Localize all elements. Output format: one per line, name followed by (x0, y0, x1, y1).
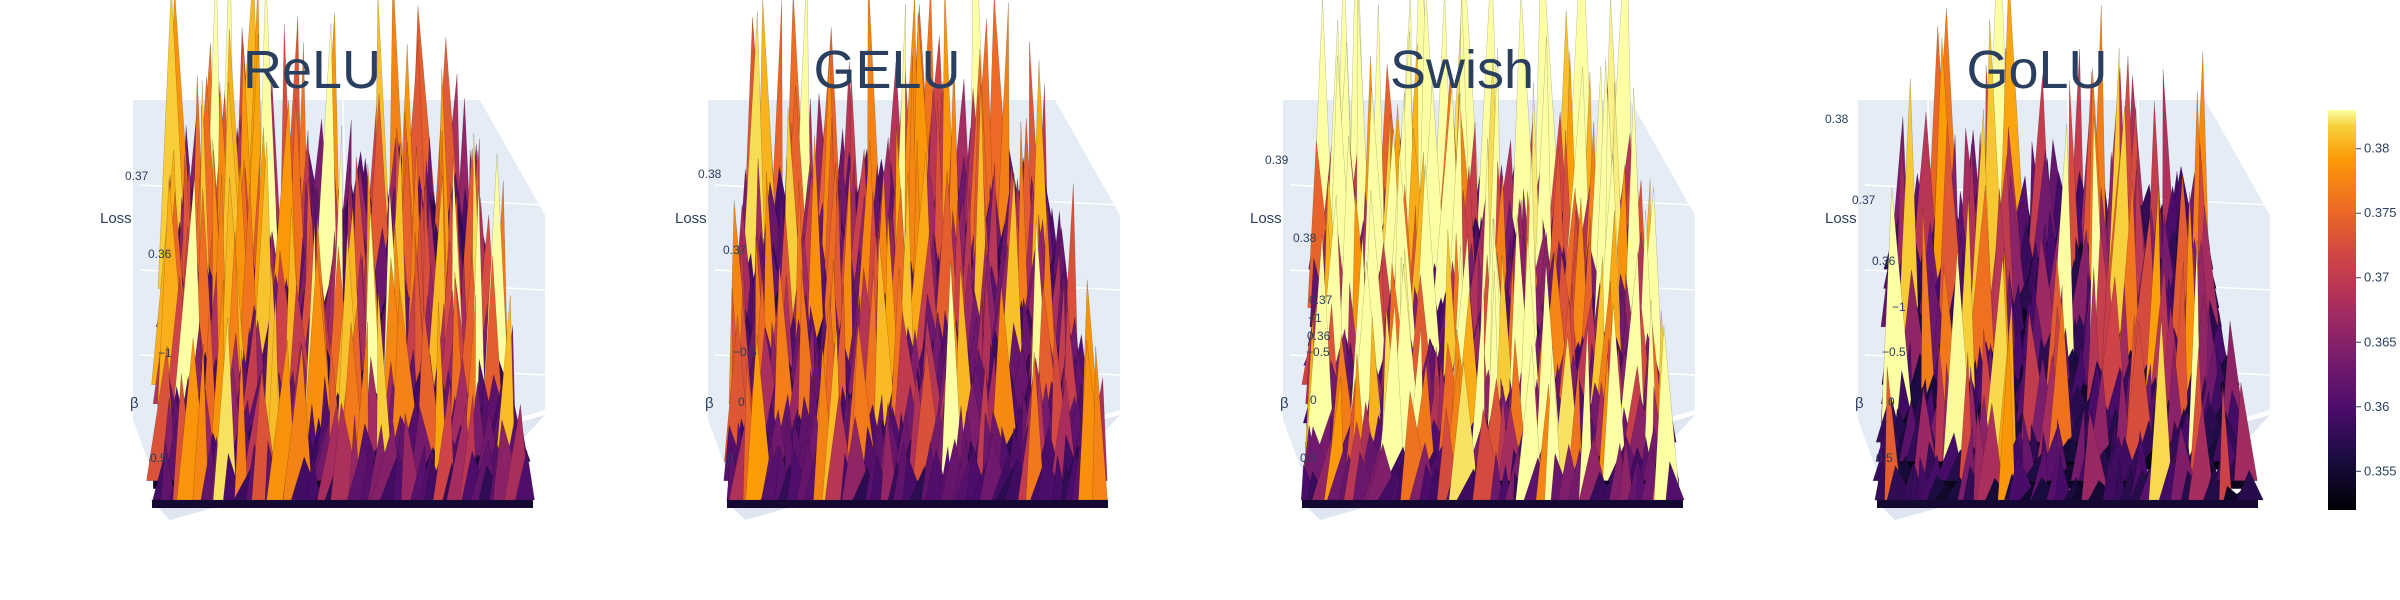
subplot-title: Swish (1390, 40, 1534, 100)
y-tick-label: 0 (738, 395, 745, 409)
y-axis-label: β (1855, 395, 1864, 412)
subplot-title: ReLU (243, 40, 381, 100)
y-tick-label: 0.5 (1876, 451, 1893, 465)
z-axis-label: Loss (100, 210, 132, 227)
z-tick-label: 0.36 (1872, 254, 1896, 268)
z-tick-label: 0.37 (125, 169, 149, 183)
y-tick-label: 0 (727, 452, 734, 466)
z-tick-label: 0.37 (1852, 193, 1876, 207)
subplot-swish[interactable]: Swish Loss β 0.39 0.38 0.37 0.36 −1 −0.5… (1250, 0, 1696, 520)
z-axis-label: Loss (1825, 210, 1857, 227)
y-tick-label: −1 (1892, 300, 1906, 314)
y-axis-label: β (1280, 395, 1289, 412)
surface-plot (146, 0, 535, 508)
colorbar-tick-label: 0.38 (2364, 141, 2389, 156)
colorbar-tick-label: 0.37 (2364, 270, 2389, 285)
y-tick-label: 0 (1310, 393, 1317, 407)
colorbar-tick-label: 0.375 (2364, 205, 2397, 220)
z-axis-label: Loss (1250, 210, 1282, 227)
y-tick-label: 0 (1888, 395, 1895, 409)
colorbar-tick-label: 0.365 (2364, 334, 2397, 349)
y-tick-label: −0.5 (733, 345, 757, 359)
colorbar-gradient (2328, 110, 2356, 510)
z-tick-label: 0.38 (698, 167, 722, 181)
subplot-golu[interactable]: GoLU Loss β 0.38 0.37 0.36 −1 −0.5 0 0.5 (1825, 0, 2271, 520)
surface-plot (1872, 0, 2264, 508)
z-tick-label: 0.38 (1825, 112, 1849, 126)
colorbar-tick-label: 0.355 (2364, 463, 2397, 478)
subplot-title: GELU (813, 40, 960, 100)
surface-base (152, 500, 533, 508)
colorbar-tick-label: 0.36 (2364, 399, 2389, 414)
subplot-title: GoLU (1966, 40, 2107, 100)
y-tick-label: −1 (1308, 311, 1322, 325)
z-tick-label: 0.38 (1293, 231, 1317, 245)
colorbar-ticks: 0.38 0.375 0.37 0.365 0.36 0.355 (2356, 141, 2397, 478)
z-tick-label: 0.37 (1309, 293, 1333, 307)
y-axis-label: β (130, 395, 139, 412)
surface-plot (1300, 0, 1685, 508)
y-tick-label: 0.5 (1300, 451, 1317, 465)
z-tick-label: 0.36 (148, 247, 172, 261)
z-tick-label: 0.37 (723, 243, 747, 257)
surface-base (727, 500, 1108, 508)
subplot-relu[interactable]: ReLU Loss β 0.37 0.36 −1 0.5 (100, 0, 546, 520)
y-tick-label: −0.5 (1306, 345, 1330, 359)
z-tick-label: 0.36 (1307, 329, 1331, 343)
surface-plot (723, 0, 1108, 508)
y-tick-label: −0.5 (1882, 345, 1906, 359)
colorbar: 0.38 0.375 0.37 0.365 0.36 0.355 (2328, 110, 2397, 510)
y-tick-label: 0.5 (150, 451, 167, 465)
y-tick-label: −1 (158, 346, 172, 360)
subplot-gelu[interactable]: GELU Loss β 0.38 0.37 −0.5 0 0 (675, 0, 1121, 520)
surface-base (1302, 500, 1683, 508)
surface-base (1877, 500, 2258, 508)
z-tick-label: 0.39 (1265, 153, 1289, 167)
z-axis-label: Loss (675, 210, 707, 227)
y-axis-label: β (705, 395, 714, 412)
